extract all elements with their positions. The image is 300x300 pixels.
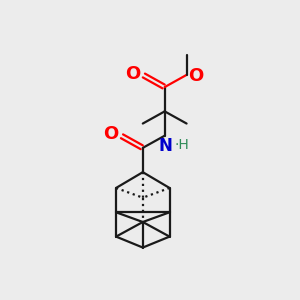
Text: N: N (159, 137, 173, 155)
Text: O: O (188, 67, 204, 85)
Text: O: O (124, 65, 140, 83)
Text: O: O (103, 125, 118, 143)
Text: ·H: ·H (175, 138, 190, 152)
